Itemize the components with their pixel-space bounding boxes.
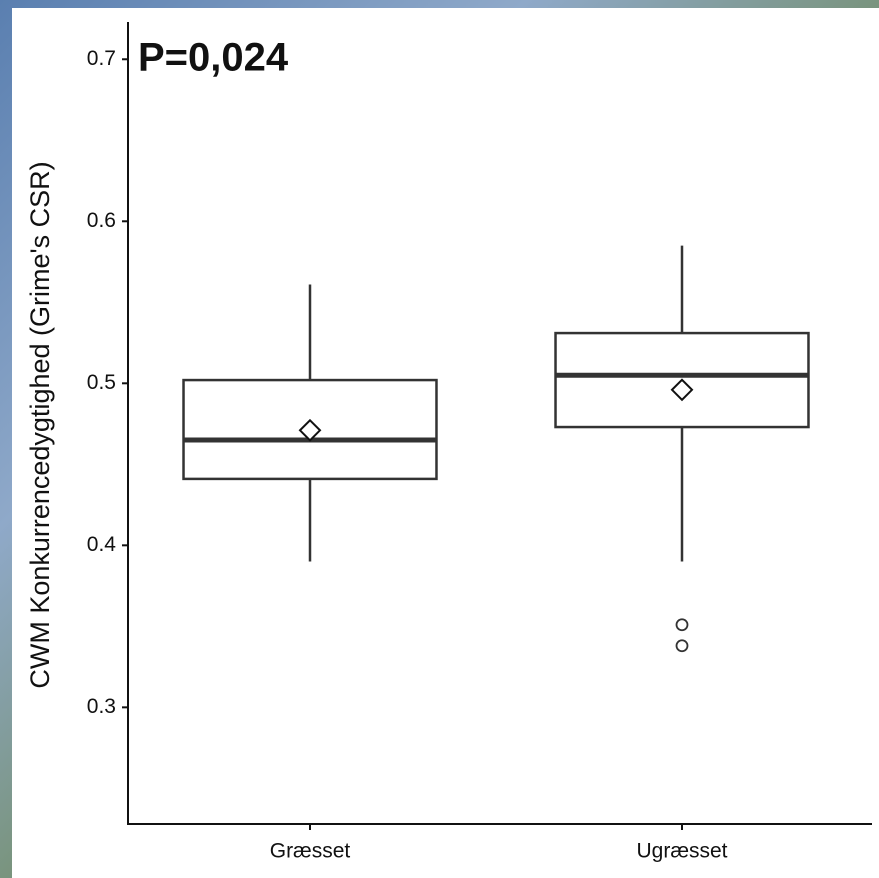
y-tick-label: 0.4 <box>87 533 117 556</box>
outlier <box>675 639 689 653</box>
y-tick-label: 0.5 <box>87 371 116 394</box>
x-tick-label: Græsset <box>270 840 351 863</box>
outlier <box>675 618 689 632</box>
mean-marker <box>670 378 694 402</box>
y-tick-label: 0.7 <box>87 47 116 70</box>
y-tick-label: 0.6 <box>87 209 116 232</box>
annotation: P=0,024 <box>138 36 289 80</box>
x-tick-label: Ugræsset <box>636 840 727 863</box>
plot-panel <box>12 8 879 878</box>
y-tick-label: 0.3 <box>87 695 116 718</box>
mean-marker <box>298 418 322 442</box>
y-axis-label: CWM Konkurrencedygtighed (Grime's CSR) <box>25 161 55 688</box>
